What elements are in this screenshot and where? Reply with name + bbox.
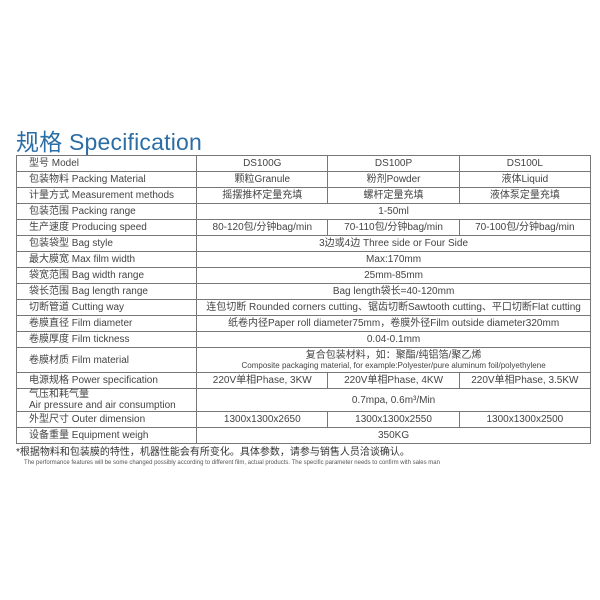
material-cn: 复合包装材料，如：聚酯/纯铝箔/聚乙烯 <box>305 349 482 361</box>
row-value: 1-50ml <box>196 203 591 220</box>
table-row: 电源规格 Power specification 220V单相Phase, 3KW… <box>15 372 592 389</box>
footnote-en: The performance features will be some ch… <box>24 460 440 466</box>
spec-section: 型号 Model DS100G DS100P DS100L 包装物料 Packing M… <box>15 155 592 467</box>
model-header: DS100P <box>327 155 460 172</box>
row-label: 电源规格 Power specification <box>15 372 198 389</box>
table-row: 袋长范围 Bag length range Bag length袋长=40-120… <box>15 283 591 300</box>
table-row: 最大膜宽 Max film width Max:170mm <box>15 251 591 268</box>
row-label: 卷膜直径 Film diameter <box>15 315 198 332</box>
table-row: 气压和耗气量 Air pressure and air consumption 0.… <box>15 388 591 412</box>
row-value: 液体泵定量充填 <box>458 187 592 204</box>
row-value: 粉剂Powder <box>327 171 460 188</box>
row-label: 卷膜厚度 Film tickness <box>15 331 198 348</box>
row-value: 80-120包/分钟bag/min <box>196 219 329 236</box>
table-row: 卷膜厚度 Film tickness 0.04-0.1mm <box>15 331 591 348</box>
row-value: 连包切断 Rounded corners cutting、锯齿切断Sawtoot… <box>196 299 591 316</box>
row-label: 包装袋型 Bag style <box>15 235 198 252</box>
footnote-cn: *根据物料和包装膜的特性，机器性能会有所变化。具体参数，请参与销售人员洽谈确认。 <box>16 447 410 458</box>
row-value: Max:170mm <box>196 251 591 268</box>
table-row: 袋宽范围 Bag width range 25mm-85mm <box>15 267 591 284</box>
row-value: 70-110包/分钟bag/min <box>327 219 460 236</box>
row-value: 0.7mpa, 0.6m³/Min <box>196 388 591 412</box>
row-value: 摇摆推杯定量充填 <box>196 187 329 204</box>
row-value: 220V单相Phase, 3.5KW <box>458 372 592 389</box>
row-label: 袋宽范围 Bag width range <box>15 267 198 284</box>
model-header: DS100L <box>458 155 592 172</box>
row-label: 包装物料 Packing Material <box>15 171 198 188</box>
table-row: 包装袋型 Bag style 3边或4边 Three side or Four S… <box>15 235 591 252</box>
row-label: 袋长范围 Bag length range <box>15 283 198 300</box>
row-label: 外型尺寸 Outer dimension <box>15 411 198 428</box>
row-label: 生产速度 Producing speed <box>15 219 198 236</box>
table-row: 生产速度 Producing speed 80-120包/分钟bag/min 70-… <box>15 219 592 236</box>
row-value: 3边或4边 Three side or Four Side <box>196 235 591 252</box>
row-label: 计量方式 Measurement methods <box>15 187 198 204</box>
table-row: 包装物料 Packing Material 颗粒Granule 粉剂Powder 液体… <box>15 171 592 188</box>
air-label-cn: 气压和耗气量 <box>29 389 89 400</box>
row-label: 气压和耗气量 Air pressure and air consumption <box>15 388 198 412</box>
table-row: 包装范围 Packing range 1-50ml <box>15 203 591 220</box>
row-label: 包装范围 Packing range <box>15 203 198 220</box>
row-value: 复合包装材料，如：聚酯/纯铝箔/聚乙烯 Composite packaging m… <box>196 347 591 373</box>
row-label: 切断管道 Cutting way <box>15 299 198 316</box>
model-header: DS100G <box>196 155 329 172</box>
table-row: 计量方式 Measurement methods 摇摆推杯定量充填 螺杆定量充填 液体… <box>15 187 592 204</box>
table-row: 卷膜材质 Film material 复合包装材料，如：聚酯/纯铝箔/聚乙烯 Com… <box>15 347 591 373</box>
header-label: 型号 Model <box>15 155 198 172</box>
row-label: 最大膜宽 Max film width <box>15 251 198 268</box>
table-row: 切断管道 Cutting way 连包切断 Rounded corners cut… <box>15 299 591 316</box>
row-value: 1300x1300x2550 <box>327 411 460 428</box>
row-value: Bag length袋长=40-120mm <box>196 283 591 300</box>
row-value: 70-100包/分钟bag/min <box>458 219 592 236</box>
table-row: 设备重量 Equipment weigh 350KG <box>15 427 591 444</box>
row-value: 1300x1300x2650 <box>196 411 329 428</box>
row-value: 350KG <box>196 427 591 444</box>
table-row: 卷膜直径 Film diameter 纸卷内径Paper roll diamete… <box>15 315 591 332</box>
row-value: 纸卷内径Paper roll diameter75mm，卷膜外径Film out… <box>196 315 591 332</box>
row-value: 220V单相Phase, 4KW <box>327 372 460 389</box>
air-label-en: Air pressure and air consumption <box>29 400 176 411</box>
spec-table: 型号 Model DS100G DS100P DS100L 包装物料 Packing M… <box>15 155 592 444</box>
row-value: 0.04-0.1mm <box>196 331 591 348</box>
row-value: 1300x1300x2500 <box>458 411 592 428</box>
page-title: 规格 Specification <box>16 129 202 155</box>
row-label: 卷膜材质 Film material <box>15 347 198 373</box>
row-value: 液体Liquid <box>458 171 592 188</box>
material-en: Composite packaging material, for exampl… <box>241 360 546 370</box>
table-row: 外型尺寸 Outer dimension 1300x1300x2650 1300x1… <box>15 411 592 428</box>
row-value: 220V单相Phase, 3KW <box>196 372 329 389</box>
row-value: 螺杆定量充填 <box>327 187 460 204</box>
row-value: 25mm-85mm <box>196 267 591 284</box>
row-label: 设备重量 Equipment weigh <box>15 427 198 444</box>
row-value: 颗粒Granule <box>196 171 329 188</box>
header-row: 型号 Model DS100G DS100P DS100L <box>15 155 592 172</box>
